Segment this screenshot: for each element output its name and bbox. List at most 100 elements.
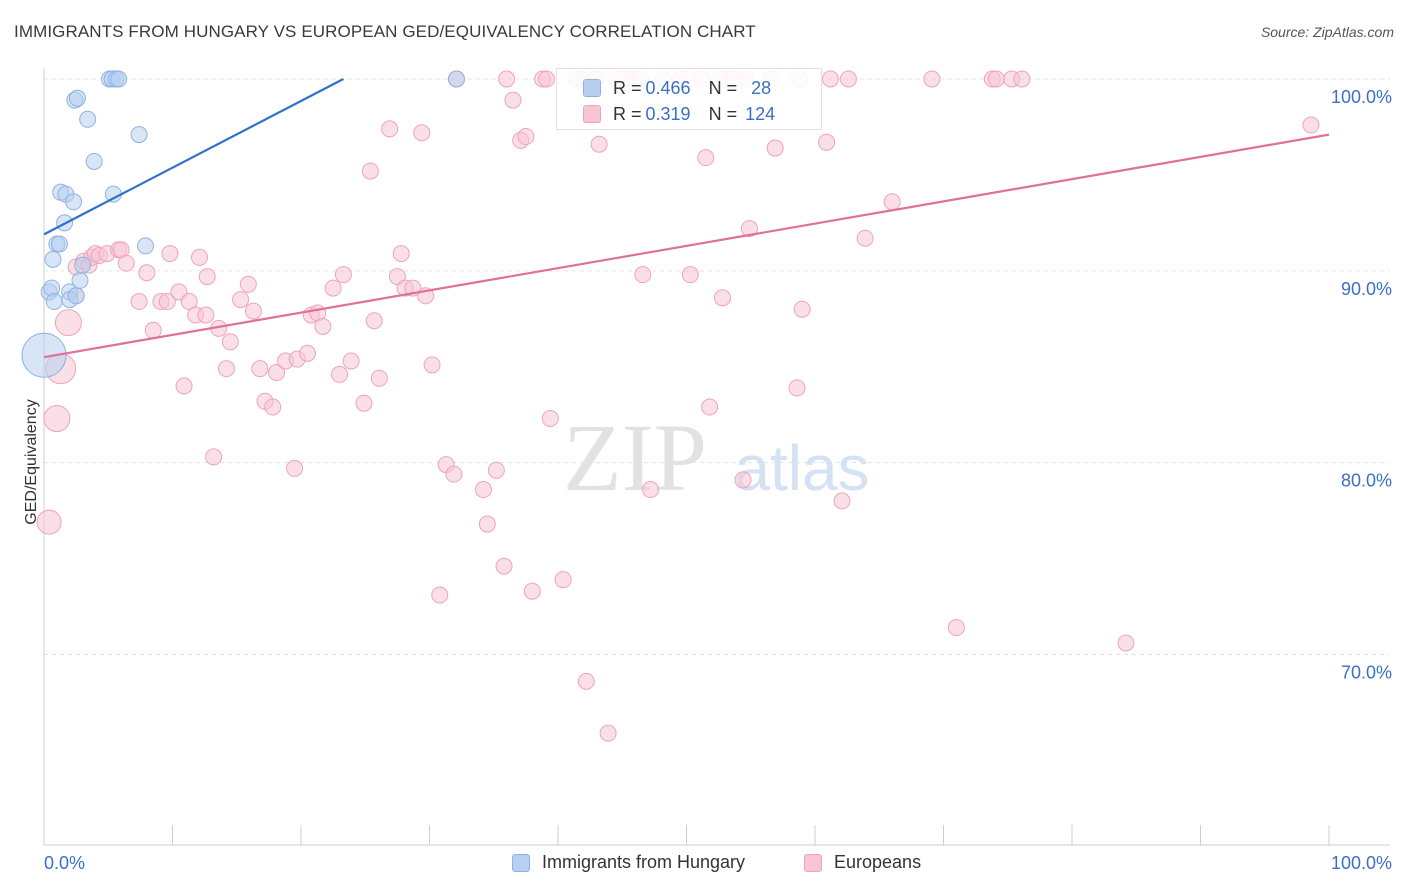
trend-line-hungary xyxy=(43,78,344,236)
data-point-europeans xyxy=(487,461,505,479)
data-point-europeans xyxy=(190,248,208,266)
stats-r-value-hungary: 0.466 xyxy=(645,77,691,98)
data-point-europeans xyxy=(251,360,269,378)
stats-n-value-hungary: 28 xyxy=(751,77,772,98)
data-point-hungary xyxy=(130,126,148,144)
data-point-europeans xyxy=(818,133,836,151)
data-point-hungary xyxy=(44,250,62,268)
data-point-europeans xyxy=(713,289,731,307)
data-point-hungary xyxy=(447,70,465,88)
data-point-europeans xyxy=(198,268,216,286)
y-tick-label: 90.0% xyxy=(1341,279,1392,299)
data-point-hungary xyxy=(137,237,155,255)
grid-lines xyxy=(44,78,1390,655)
data-point-hungary xyxy=(71,271,89,289)
data-point-hungary xyxy=(21,332,67,378)
trend-lines xyxy=(43,78,1330,359)
legend-label-europeans: Europeans xyxy=(834,852,922,872)
data-point-europeans xyxy=(324,279,342,297)
data-point-hungary xyxy=(104,185,122,203)
stats-row-europeans: R = 0.319 N = 124 xyxy=(557,101,775,127)
data-point-hungary xyxy=(50,235,68,253)
data-point-europeans xyxy=(197,306,215,324)
data-point-europeans xyxy=(517,128,535,146)
data-point-europeans xyxy=(474,481,492,499)
data-point-europeans xyxy=(268,364,286,382)
stats-r-label: R = xyxy=(613,77,642,98)
data-point-europeans xyxy=(634,266,652,284)
data-point-europeans xyxy=(36,509,62,535)
stats-r-value-europeans: 0.319 xyxy=(645,103,691,124)
stats-n-label: N = xyxy=(708,103,738,124)
data-point-europeans xyxy=(1302,116,1320,134)
x-tick-label: 100.0% xyxy=(1331,853,1392,873)
data-point-europeans xyxy=(232,291,250,309)
data-point-europeans xyxy=(788,379,806,397)
data-point-europeans xyxy=(701,398,719,416)
legend-label-hungary: Immigrants from Hungary xyxy=(542,852,746,872)
y-tick-label: 100.0% xyxy=(1331,87,1392,107)
data-point-europeans xyxy=(370,369,388,387)
data-point-europeans xyxy=(642,481,660,499)
data-point-europeans xyxy=(423,356,441,374)
data-point-europeans xyxy=(130,293,148,311)
watermark-zip: ZIP xyxy=(563,404,707,511)
data-point-europeans xyxy=(681,266,699,284)
stats-row-hungary: R = 0.466 N = 28 xyxy=(557,75,771,101)
legend-swatch-hungary xyxy=(512,853,530,872)
axis-labels: 70.0% 80.0% 90.0% 100.0% 0.0% 100.0% GED/Equiv… xyxy=(23,87,1392,873)
data-point-hungary xyxy=(45,293,63,311)
data-point-europeans xyxy=(161,245,179,263)
data-point-europeans xyxy=(1117,634,1135,652)
data-point-europeans xyxy=(599,724,617,742)
data-point-europeans xyxy=(221,333,239,351)
data-point-europeans xyxy=(413,124,431,142)
data-point-europeans xyxy=(158,293,176,311)
y-axis-label: GED/Equivalency xyxy=(23,399,40,524)
data-point-europeans xyxy=(286,459,304,477)
y-tick-label: 80.0% xyxy=(1341,471,1392,491)
data-point-hungary xyxy=(79,110,97,128)
data-point-europeans xyxy=(504,91,522,109)
data-point-europeans xyxy=(833,492,851,510)
data-point-europeans xyxy=(740,220,758,238)
data-point-europeans xyxy=(331,365,349,383)
data-point-europeans xyxy=(577,672,595,690)
data-point-europeans xyxy=(821,70,839,88)
data-point-hungary xyxy=(85,152,103,170)
data-point-europeans xyxy=(361,162,379,180)
data-point-europeans xyxy=(217,360,235,378)
data-point-hungary xyxy=(110,70,128,88)
x-tick-label: 0.0% xyxy=(44,853,85,873)
data-point-hungary xyxy=(65,193,83,211)
watermark-atlas: atlas xyxy=(734,432,869,504)
stats-r-label: R = xyxy=(613,103,642,124)
data-point-europeans xyxy=(523,582,541,600)
data-point-europeans xyxy=(590,135,608,153)
data-point-hungary xyxy=(74,256,92,274)
stats-n-value-europeans: 124 xyxy=(745,103,776,124)
chart-legend: Immigrants from Hungary Europeans xyxy=(0,850,1406,880)
data-point-europeans xyxy=(987,70,1005,88)
data-point-europeans xyxy=(244,302,262,320)
data-point-europeans xyxy=(43,405,71,433)
data-point-europeans xyxy=(392,245,410,263)
data-point-europeans xyxy=(175,377,193,395)
y-tick-label: 70.0% xyxy=(1341,663,1392,683)
data-point-europeans xyxy=(205,448,223,466)
chart-title: IMMIGRANTS FROM HUNGARY VS EUROPEAN GED/… xyxy=(14,22,756,41)
data-point-europeans xyxy=(537,70,555,88)
legend-item-hungary: Immigrants from Hungary xyxy=(512,852,745,873)
data-point-europeans xyxy=(947,619,965,637)
legend-item-europeans: Europeans xyxy=(804,852,921,873)
source-credit: Source: ZipAtlas.com xyxy=(1260,24,1394,40)
data-point-europeans xyxy=(334,266,352,284)
data-point-europeans xyxy=(1013,70,1031,88)
data-point-europeans xyxy=(381,120,399,138)
trend-line-europeans xyxy=(43,133,1330,359)
data-point-europeans xyxy=(365,312,383,330)
data-point-europeans xyxy=(355,394,373,412)
data-point-europeans xyxy=(117,254,135,272)
data-point-europeans xyxy=(856,229,874,247)
